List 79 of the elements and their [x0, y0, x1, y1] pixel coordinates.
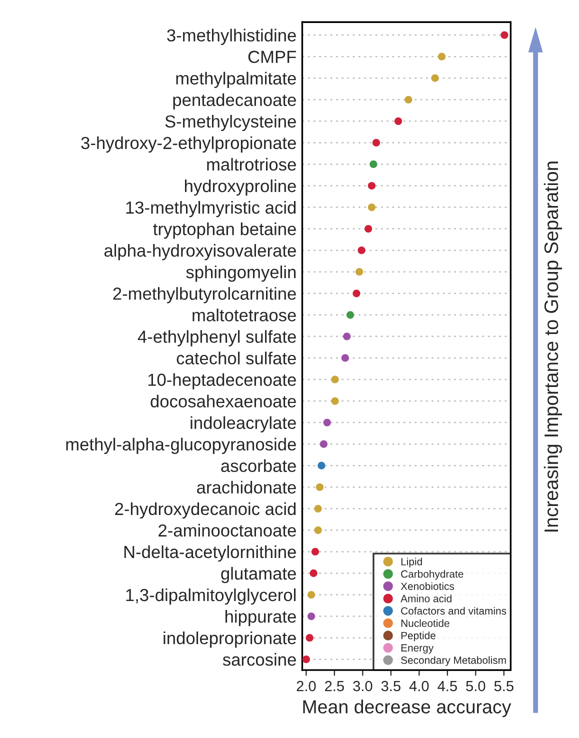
y-tick-label: N-delta-acetylornithine — [124, 545, 296, 562]
y-tick-label: 10-heptadecenoate — [148, 373, 296, 390]
legend-label: Energy — [401, 644, 434, 654]
y-tick-label: 2-aminooctanoate — [158, 524, 296, 537]
point — [355, 268, 364, 276]
y-tick-label: arachidonate — [197, 480, 296, 494]
y-tick-label: methyl-alpha-glucopyranoside — [66, 438, 296, 454]
legend-label: Peptide — [401, 632, 436, 642]
y-tick-label: docosahexaenoate — [150, 394, 296, 408]
point — [306, 634, 314, 642]
x-tick-label: 5.5 — [494, 681, 514, 692]
point — [307, 590, 316, 599]
legend-label: Amino acid — [400, 594, 452, 602]
point — [311, 548, 320, 556]
y-tick-label: tryptophan betaine — [153, 222, 296, 239]
y-tick-label: catechol sulfate — [176, 352, 296, 364]
point — [323, 418, 331, 426]
y-tick-label: hippurate — [226, 610, 296, 626]
y-tick-label: S-methylcysteine — [165, 114, 296, 132]
point — [346, 311, 354, 319]
point — [372, 138, 380, 146]
y-tick-label: 4-ethylphenyl sulfate — [138, 330, 296, 346]
x-tick-label: 5.0 — [466, 680, 486, 692]
y-tick-label: pentadecanoate — [173, 93, 296, 110]
point — [352, 290, 360, 298]
point — [370, 160, 378, 168]
y-tick-label: 3-methylhistidine — [167, 28, 296, 45]
y-tick-label: indoleproprionate — [164, 632, 296, 648]
x-tick-label: 4.5 — [438, 681, 457, 692]
legend-label: Cofactors and vitamins — [401, 606, 506, 615]
point — [314, 526, 322, 534]
y-tick-label: CMPF — [248, 50, 296, 64]
y-tick-label: sphingomyelin — [186, 266, 296, 282]
legend-label: Nucleotide — [401, 619, 450, 627]
legend-label: Xenobiotics — [400, 582, 454, 590]
x-tick-label: 2.0 — [296, 680, 316, 692]
point — [320, 440, 328, 448]
point — [331, 376, 339, 384]
point — [302, 656, 310, 664]
legend-label: Lipid — [401, 558, 422, 568]
x-tick-label: 3.0 — [353, 680, 372, 692]
text: Increasing Importance to Group Separation — [544, 162, 562, 532]
point — [364, 224, 372, 233]
point — [358, 246, 366, 254]
point — [438, 52, 446, 60]
point — [368, 182, 376, 190]
point — [307, 612, 316, 620]
y-tick-label: 1,3-dipalmitoylglycerol — [126, 588, 296, 605]
y-tick-label: maltrotriose — [207, 158, 296, 171]
y-tick-label: 2-methylbutyrolcarnitine — [113, 287, 296, 304]
y-tick-label: glutamate — [221, 566, 296, 584]
legend-label: Carbohydrate — [401, 570, 464, 580]
point — [318, 462, 326, 470]
point — [341, 354, 349, 362]
y-tick-label: alpha-hydroxyisovalerate — [104, 244, 296, 260]
point — [314, 504, 322, 512]
point — [316, 483, 324, 491]
x-tick-label: 2.5 — [325, 680, 344, 692]
x-tick-label: 4.0 — [409, 680, 429, 692]
point — [404, 96, 412, 104]
y-tick-label: 2-hydroxydecanoic acid — [115, 502, 296, 519]
point — [343, 332, 351, 340]
point — [368, 203, 376, 212]
y-tick-label: hydroxyproline — [184, 179, 296, 196]
legend-label: Secondary Metabolism — [401, 656, 506, 666]
point — [394, 117, 402, 125]
y-tick-label: 13-methylmyristic acid — [126, 200, 296, 218]
point — [331, 397, 339, 405]
y-tick-label: methylpalmitate — [176, 72, 296, 88]
y-tick-label: indoleacrylate — [190, 416, 296, 432]
point — [500, 31, 508, 39]
point — [431, 74, 439, 82]
x-axis-title: Mean decrease accuracy — [303, 700, 512, 718]
y-tick-label: 3-hydroxy-2-ethylpropionate — [81, 136, 296, 153]
point — [310, 569, 318, 578]
y-tick-label: sarcosine — [222, 653, 296, 666]
x-tick-label: 3.5 — [381, 680, 400, 692]
y-tick-label: ascorbate — [221, 459, 296, 472]
y-tick-label: maltotetraose — [192, 308, 296, 322]
